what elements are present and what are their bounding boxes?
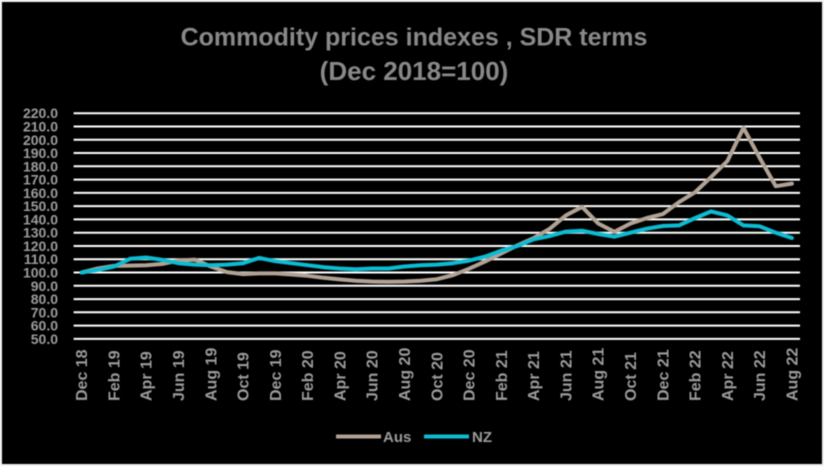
svg-text:Apr 19: Apr 19 [139,351,156,401]
svg-text:Aug 21: Aug 21 [591,348,608,401]
svg-text:190.0: 190.0 [23,145,58,161]
svg-text:Dec 18: Dec 18 [74,349,91,401]
svg-text:50.0: 50.0 [31,331,58,347]
svg-text:160.0: 160.0 [23,185,58,201]
svg-text:Aus: Aus [383,429,411,446]
svg-text:Apr 22: Apr 22 [720,351,737,401]
svg-text:180.0: 180.0 [23,158,58,174]
svg-text:(Dec 2018=100): (Dec 2018=100) [320,56,509,86]
svg-text:70.0: 70.0 [31,304,58,320]
svg-text:Jun 21: Jun 21 [558,350,575,401]
svg-text:Jun 22: Jun 22 [752,350,769,401]
svg-text:Dec 20: Dec 20 [462,349,479,401]
svg-text:200.0: 200.0 [23,132,58,148]
svg-text:220.0: 220.0 [23,105,58,121]
svg-text:100.0: 100.0 [23,265,58,281]
svg-text:130.0: 130.0 [23,225,58,241]
svg-text:140.0: 140.0 [23,211,58,227]
svg-text:Aug 19: Aug 19 [203,348,220,401]
svg-text:150.0: 150.0 [23,198,58,214]
svg-text:210.0: 210.0 [23,119,58,135]
svg-text:Dec 19: Dec 19 [268,349,285,401]
svg-text:Aug 22: Aug 22 [784,348,801,401]
svg-text:Feb 22: Feb 22 [688,350,705,401]
svg-text:Jun 19: Jun 19 [171,350,188,401]
svg-text:90.0: 90.0 [31,278,58,294]
svg-text:Oct 20: Oct 20 [429,352,446,401]
svg-text:60.0: 60.0 [31,318,58,334]
svg-text:Apr 20: Apr 20 [332,351,349,401]
svg-text:80.0: 80.0 [31,291,58,307]
svg-text:Apr 21: Apr 21 [526,351,543,401]
svg-text:Dec 21: Dec 21 [655,349,672,401]
svg-text:170.0: 170.0 [23,172,58,188]
svg-text:Feb 19: Feb 19 [107,350,124,401]
svg-text:120.0: 120.0 [23,238,58,254]
svg-text:Feb 21: Feb 21 [494,350,511,401]
svg-text:NZ: NZ [472,429,492,446]
svg-text:Oct 19: Oct 19 [236,352,253,401]
svg-text:Oct 21: Oct 21 [623,352,640,401]
svg-text:Aug 20: Aug 20 [397,348,414,401]
svg-text:110.0: 110.0 [24,251,58,267]
svg-text:Feb 20: Feb 20 [300,350,317,401]
svg-text:Commodity prices indexes , SDR: Commodity prices indexes , SDR terms [181,24,648,52]
svg-text:Jun 20: Jun 20 [365,350,382,401]
